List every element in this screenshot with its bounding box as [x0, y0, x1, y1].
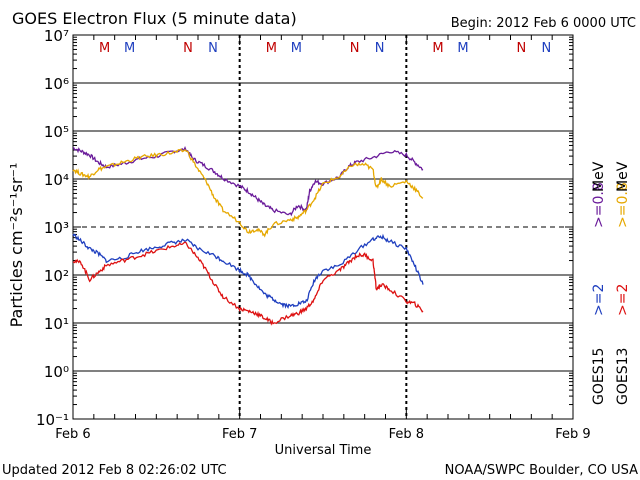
marker-n-11: N [541, 41, 551, 56]
legend-goes15-2mev: >=2 [591, 284, 607, 316]
y-axis-ticks: 10⁷ 10⁶ 10⁵ 10⁴ 10³ 10² 10¹ 10⁰ 10⁻¹ [36, 27, 573, 429]
y-tick-label-0: 10⁷ [44, 27, 69, 45]
y-tick-label-6: 10¹ [44, 315, 69, 333]
marker-m-4: M [266, 41, 277, 56]
x-tick-label-1: Feb 7 [222, 427, 257, 442]
x-tick-label-3: Feb 9 [555, 427, 590, 442]
y-axis-label: Particles cm⁻²s⁻¹sr⁻¹ [7, 163, 26, 328]
x-tick-label-2: Feb 8 [389, 427, 424, 442]
y-tick-label-1: 10⁶ [44, 75, 69, 93]
y-tick-label-8: 10⁻¹ [36, 411, 69, 429]
y-tick-label-7: 10⁰ [44, 363, 69, 381]
x-axis-ticks: Feb 6 Feb 7 Feb 8 Feb 9 [55, 35, 591, 442]
chart-title: GOES Electron Flux (5 minute data) [12, 9, 297, 28]
begin-label: Begin: 2012 Feb 6 0000 UTC [451, 16, 636, 31]
x-tick-label-0: Feb 6 [55, 427, 90, 442]
updated-timestamp: Updated 2012 Feb 8 02:26:02 UTC [2, 463, 227, 478]
right-legend: GOES15 GOES13 >=2 >=2 >=0.8 >=0.8 MeV Me… [591, 161, 631, 405]
y-tick-label-2: 10⁵ [44, 123, 69, 141]
day-boundary-lines [238, 35, 408, 419]
legend-goes13-08mev: >=0.8 [615, 182, 631, 228]
x-axis-label: Universal Time [275, 443, 372, 458]
legend-goes13-2mev: >=2 [615, 284, 631, 316]
series-line-1 [72, 148, 424, 238]
marker-n-7: N [375, 41, 385, 56]
marker-m-1: M [124, 41, 135, 56]
legend-goes15-sat: GOES15 [591, 348, 607, 405]
horizontal-gridlines [73, 82, 573, 372]
legend-unit-mev: MeV [591, 161, 607, 192]
marker-n-10: N [516, 41, 526, 56]
legend-goes13-sat: GOES13 [615, 348, 631, 405]
legend-goes15-08mev: >=0.8 [591, 182, 607, 228]
data-series [72, 146, 424, 326]
marker-m-0: M [99, 41, 110, 56]
series-line-0 [72, 146, 424, 217]
y-tick-label-3: 10⁴ [44, 171, 69, 189]
marker-n-6: N [350, 41, 360, 56]
marker-m-8: M [432, 41, 443, 56]
legend-unit-mev-2: MeV [615, 161, 631, 192]
marker-m-5: M [291, 41, 302, 56]
series-line-3 [72, 241, 424, 326]
y-tick-label-5: 10² [44, 267, 69, 285]
series-line-2 [72, 233, 424, 310]
source-credit: NOAA/SWPC Boulder, CO USA [445, 463, 638, 478]
marker-m-9: M [457, 41, 468, 56]
y-tick-label-4: 10³ [44, 219, 69, 237]
marker-n-2: N [183, 41, 193, 56]
marker-n-3: N [208, 41, 218, 56]
